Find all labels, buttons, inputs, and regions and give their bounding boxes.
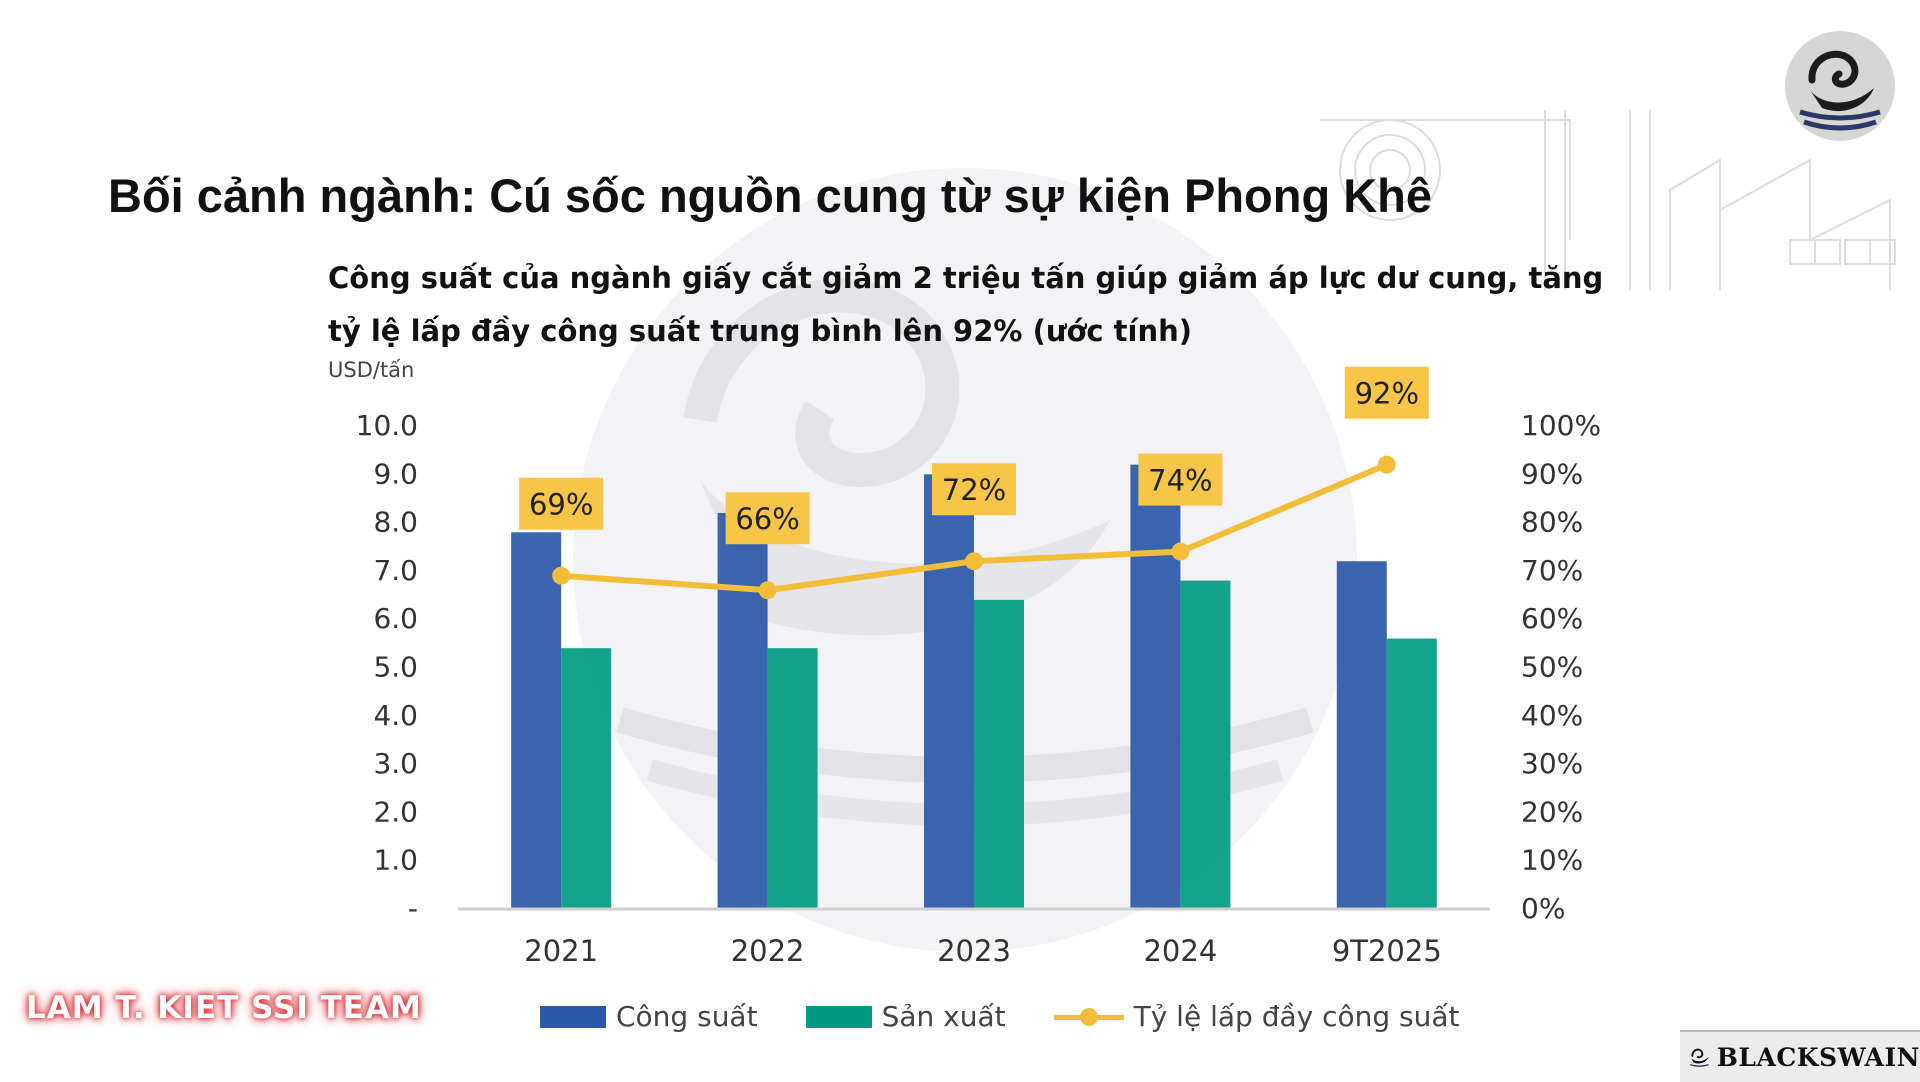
y2-tick-label: 100% bbox=[1521, 409, 1601, 442]
point-utilization bbox=[965, 552, 983, 571]
y2-tick-label: 90% bbox=[1521, 457, 1583, 490]
y-tick-label: 10.0 bbox=[356, 409, 418, 442]
y-tick-label: 5.0 bbox=[373, 651, 418, 684]
legend-swatch-capacity bbox=[540, 1005, 606, 1028]
data-label-utilization: 69% bbox=[529, 488, 593, 522]
data-label-utilization: 92% bbox=[1355, 377, 1419, 411]
y2-tick-label: 50% bbox=[1521, 651, 1583, 684]
y2-tick-label: 0% bbox=[1521, 892, 1565, 925]
bar-capacity bbox=[717, 512, 768, 909]
legend-label-capacity: Công suất bbox=[616, 1000, 758, 1033]
y2-tick-label: 30% bbox=[1521, 747, 1583, 780]
x-tick-label: 2024 bbox=[1143, 934, 1217, 968]
chart-title: Công suất của ngành giấy cắt giảm 2 triệ… bbox=[328, 261, 1604, 348]
y-tick-label: 2.0 bbox=[373, 795, 418, 828]
factory-outline-decoration bbox=[1320, 110, 1896, 290]
brand-badge: BLACKSWAIN bbox=[1680, 1030, 1920, 1082]
data-label-box bbox=[725, 492, 810, 545]
chart-legend: Công suất Sản xuất Tỷ lệ lấp đầy công su… bbox=[540, 1000, 1460, 1033]
y2-tick-label: 10% bbox=[1521, 844, 1583, 877]
legend-label-utilization: Tỷ lệ lấp đầy công suất bbox=[1133, 1000, 1460, 1033]
legend-swatch-production bbox=[805, 1005, 872, 1028]
x-tick-label: 2023 bbox=[937, 934, 1011, 968]
y-tick-label: 8.0 bbox=[373, 506, 418, 539]
legend-item-utilization: Tỷ lệ lấp đầy công suất bbox=[1053, 1000, 1460, 1033]
y2-tick-label: 20% bbox=[1521, 795, 1583, 828]
data-label-box bbox=[1138, 453, 1223, 506]
x-tick-label: 2021 bbox=[524, 934, 598, 968]
bar-production bbox=[1180, 580, 1231, 909]
y-tick-label: 7.0 bbox=[373, 554, 418, 587]
x-tick-label: 9T2025 bbox=[1332, 934, 1442, 968]
bar-production bbox=[767, 648, 818, 909]
data-label-box bbox=[1344, 366, 1429, 419]
y-tick-label: 1.0 bbox=[373, 844, 418, 877]
bar-capacity bbox=[511, 532, 562, 909]
legend-item-production: Sản xuất bbox=[805, 1000, 1006, 1033]
y-tick-label: - bbox=[408, 892, 418, 925]
y2-tick-label: 70% bbox=[1521, 554, 1583, 587]
legend-swatch-utilization bbox=[1053, 1006, 1124, 1028]
point-utilization bbox=[1171, 542, 1190, 561]
slide-title: Bối cảnh ngành: Cú sốc nguồn cung từ sự … bbox=[108, 169, 1433, 222]
data-label-utilization: 72% bbox=[942, 473, 1006, 507]
bar-capacity bbox=[1130, 464, 1181, 909]
bar-production bbox=[1386, 638, 1437, 909]
legend-item-capacity: Công suất bbox=[540, 1000, 758, 1033]
point-utilization bbox=[758, 581, 777, 600]
y2-tick-label: 40% bbox=[1521, 699, 1583, 732]
team-watermark: LAM T. KIET SSI TEAM bbox=[26, 990, 422, 1026]
y-axis-unit-label: USD/tấn bbox=[328, 358, 415, 382]
data-label-box bbox=[519, 477, 604, 530]
y-tick-label: 6.0 bbox=[373, 602, 418, 635]
y2-tick-label: 80% bbox=[1521, 506, 1583, 539]
data-label-utilization: 74% bbox=[1148, 464, 1212, 498]
y-tick-label: 4.0 bbox=[373, 699, 418, 732]
point-utilization bbox=[1377, 455, 1396, 474]
bar-production bbox=[561, 648, 612, 909]
bar-production bbox=[974, 599, 1024, 909]
y-tick-label: 3.0 bbox=[373, 747, 418, 780]
point-utilization bbox=[552, 566, 571, 585]
y-tick-label: 9.0 bbox=[373, 457, 418, 490]
brand-name: BLACKSWAIN bbox=[1716, 1042, 1920, 1072]
swan-logo-icon bbox=[1785, 31, 1895, 141]
legend-label-production: Sản xuất bbox=[881, 1000, 1006, 1033]
data-label-utilization: 66% bbox=[735, 502, 799, 536]
bar-capacity bbox=[924, 474, 974, 909]
y2-tick-label: 60% bbox=[1521, 602, 1583, 635]
x-tick-label: 2022 bbox=[731, 934, 805, 968]
bar-capacity bbox=[1336, 561, 1387, 909]
brand-swan-icon bbox=[1689, 1048, 1709, 1067]
data-label-box bbox=[932, 463, 1016, 516]
